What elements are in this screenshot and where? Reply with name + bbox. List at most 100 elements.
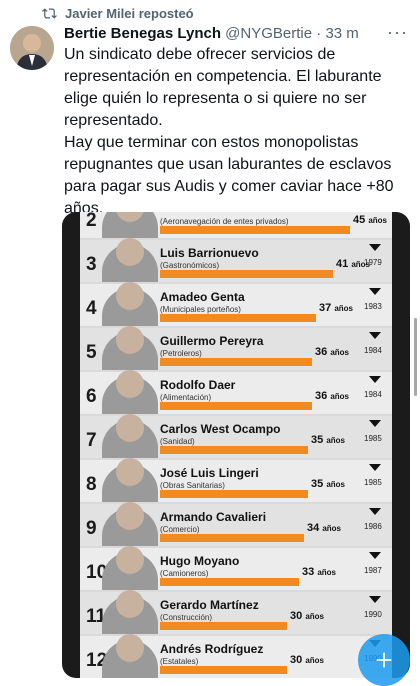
rank-number: 8 [86,474,97,495]
person-photo [102,414,158,458]
attached-image[interactable]: 2 (Aeronavegación de entes privados) 45 añ… [62,212,410,678]
rank-number: 10 [86,562,108,583]
union-name: (Estatales) [160,657,199,666]
rank-number: 7 [86,430,97,451]
years-unit: años [326,480,345,489]
years-value: 30 [290,610,303,622]
ranking-row: 11 Gerardo Martínez (Construcción) 30 años 1… [80,590,392,636]
since-year: 1987 [364,566,382,575]
repost-text: Javier Milei reposteó [65,5,194,21]
tweet-header: Bertie Benegas Lynch @NYGBertie · 33 m [64,25,359,43]
ranking-row: 9 Armando Cavalieri (Comercio) 34 años 1986 [80,502,392,548]
since-year: 1985 [364,434,382,443]
down-triangle-icon [369,332,381,339]
repost-icon [42,7,57,19]
years-label: 30 años [290,654,324,666]
since-year: 1986 [364,522,382,531]
person-name: Armando Cavalieri [160,510,267,524]
person-photo [102,502,158,546]
years-unit: años [351,260,370,269]
ranking-row: 7 Carlos West Ocampo (Sanidad) 35 años 1985 [80,414,392,460]
person-name: José Luis Lingeri [160,466,259,480]
down-triangle-icon [369,464,381,471]
years-bar [160,402,312,410]
person-photo [102,282,158,326]
person-photo [102,458,158,502]
down-triangle-icon [369,244,381,251]
years-unit: años [368,216,387,225]
years-bar [160,622,287,630]
ranking-row: 10 Hugo Moyano (Camioneros) 33 años 1987 [80,546,392,592]
years-label: 33 años [302,566,336,578]
since-year: 1979 [364,258,382,267]
years-bar [160,666,287,674]
author-handle[interactable]: @NYGBertie [225,25,313,42]
ranking-row: 8 José Luis Lingeri (Obras Sanitarias) 35 a… [80,458,392,504]
years-bar [160,534,304,542]
person-photo [102,212,158,238]
years-value: 36 [315,390,328,402]
person-name: Rodolfo Daer [160,378,236,392]
scrollbar[interactable] [414,318,417,396]
years-label: 36 años [315,346,349,358]
years-label: 45 años [353,214,387,226]
years-unit: años [322,524,341,533]
union-name: (Comercio) [160,525,200,534]
more-options-icon[interactable]: ··· [387,22,408,42]
years-bar [160,578,299,586]
since-year: 1990 [364,610,382,619]
years-value: 34 [307,522,320,534]
person-photo [102,546,158,590]
author-name[interactable]: Bertie Benegas Lynch [64,25,221,42]
separator-dot: · [316,25,322,42]
years-label: 34 años [307,522,341,534]
ranking-row: 6 Rodolfo Daer (Alimentación) 36 años 1984 [80,370,392,416]
rank-number: 3 [86,254,97,275]
rank-number: 6 [86,386,97,407]
person-photo [102,238,158,282]
years-bar [160,270,333,278]
person-name: Luis Barrionuevo [160,246,259,260]
person-photo [102,590,158,634]
person-name: Amadeo Genta [160,290,245,304]
union-name: (Alimentación) [160,393,212,402]
years-unit: años [334,304,353,313]
down-triangle-icon [369,420,381,427]
union-name: (Sanidad) [160,437,195,446]
years-label: 37 años [319,302,353,314]
union-name: (Petroleros) [160,349,202,358]
person-photo [102,634,158,678]
down-triangle-icon [369,596,381,603]
ranking-row: 5 Guillermo Pereyra (Petroleros) 36 años 198… [80,326,392,372]
years-value: 45 [353,214,366,226]
since-year: 1983 [364,302,382,311]
compose-button[interactable] [358,634,410,686]
post-time[interactable]: 33 m [325,25,359,42]
union-name: (Construcción) [160,613,213,622]
years-value: 41 [336,258,349,270]
years-bar [160,226,350,234]
down-triangle-icon [369,376,381,383]
compose-plus-icon [376,652,392,668]
years-value: 35 [311,478,324,490]
person-name: Carlos West Ocampo [160,422,281,436]
rank-number: 4 [86,298,97,319]
years-value: 30 [290,654,303,666]
person-name: Gerardo Martínez [160,598,259,612]
union-name: (Municipales porteños) [160,305,241,314]
since-year: 1984 [364,346,382,355]
ranking-list: 2 (Aeronavegación de entes privados) 45 añ… [80,212,392,678]
person-name: Hugo Moyano [160,554,240,568]
rank-number: 9 [86,518,97,539]
years-bar [160,314,316,322]
down-triangle-icon [369,552,381,559]
avatar[interactable] [10,26,54,70]
person-photo [102,326,158,370]
rank-number: 11 [86,606,107,627]
person-photo [102,370,158,414]
since-year: 1985 [364,478,382,487]
down-triangle-icon [369,508,381,515]
union-name: (Obras Sanitarias) [160,481,225,490]
years-unit: años [305,612,324,621]
ranking-row: 4 Amadeo Genta (Municipales porteños) 37 añ… [80,282,392,328]
